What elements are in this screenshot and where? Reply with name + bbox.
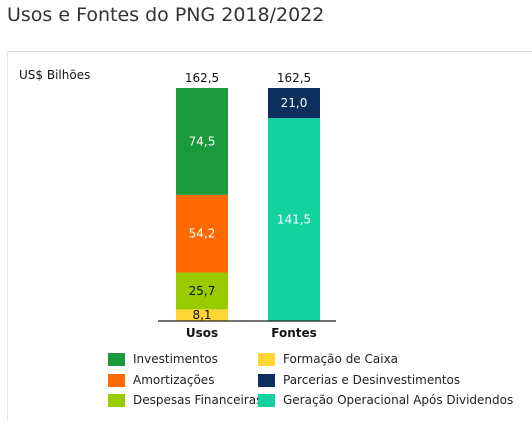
bar-segment-usos-1 [176, 272, 228, 310]
x-tick-labels: Usos Fontes [186, 326, 317, 340]
legend-label: Amortizações [133, 373, 215, 387]
x-tick-label-usos: Usos [186, 326, 218, 340]
orange-swatch-icon [108, 373, 125, 387]
legend-label: Formação de Caixa [283, 352, 399, 366]
legend-item-despesas-financeiras: Despesas Financeiras [108, 391, 262, 409]
page-title: Usos e Fontes do PNG 2018/2022 [7, 4, 325, 26]
total-label-fontes: 162,5 [277, 71, 311, 85]
data-label-usos-3: 74,5 [189, 134, 216, 148]
legend-item-amortizacoes: Amortizações [108, 371, 214, 389]
bar-segment-usos-3 [176, 88, 228, 195]
yellow-swatch-icon [258, 352, 275, 366]
legend-item-formacao-de-caixa: Formação de Caixa [258, 350, 398, 368]
legend-label: Parcerias e Desinvestimentos [283, 373, 461, 387]
data-label-usos-1: 25,7 [189, 284, 216, 298]
bar-segment-fontes-5 [268, 88, 320, 119]
legend-label: Investimentos [133, 352, 218, 366]
unit-label: US$ Bilhões [19, 68, 91, 82]
x-tick-label-fontes: Fontes [271, 326, 317, 340]
data-label-usos-2: 54,2 [189, 227, 216, 241]
legend: Investimentos Formação de Caixa Amortiza… [108, 350, 518, 410]
data-label-fontes-5: 21,0 [281, 96, 308, 110]
legend-label: Despesas Financeiras [133, 393, 263, 407]
bar-segment-fontes-4 [268, 118, 320, 321]
lime-swatch-icon [108, 393, 125, 407]
bar-segment-usos-2 [176, 194, 228, 273]
labels-group: 8,1 25,7 54,2 74,5 162,5 141,5 21,0 162,5 [185, 71, 311, 322]
legend-label: Geração Operacional Após Dividendos [283, 393, 514, 407]
chart-panel [7, 51, 532, 421]
total-label-usos: 162,5 [185, 71, 219, 85]
legend-item-parcerias: Parcerias e Desinvestimentos [258, 371, 460, 389]
navy-swatch-icon [258, 373, 275, 387]
bar-segment-usos-0 [176, 309, 228, 321]
legend-item-investimentos: Investimentos [108, 350, 218, 368]
teal-swatch-icon [258, 393, 275, 407]
bars-group [176, 88, 320, 321]
data-label-usos-0: 8,1 [192, 308, 211, 322]
green-swatch-icon [108, 352, 125, 366]
data-label-fontes-4: 141,5 [277, 213, 311, 227]
legend-item-geracao-operacional: Geração Operacional Após Dividendos [258, 391, 513, 409]
